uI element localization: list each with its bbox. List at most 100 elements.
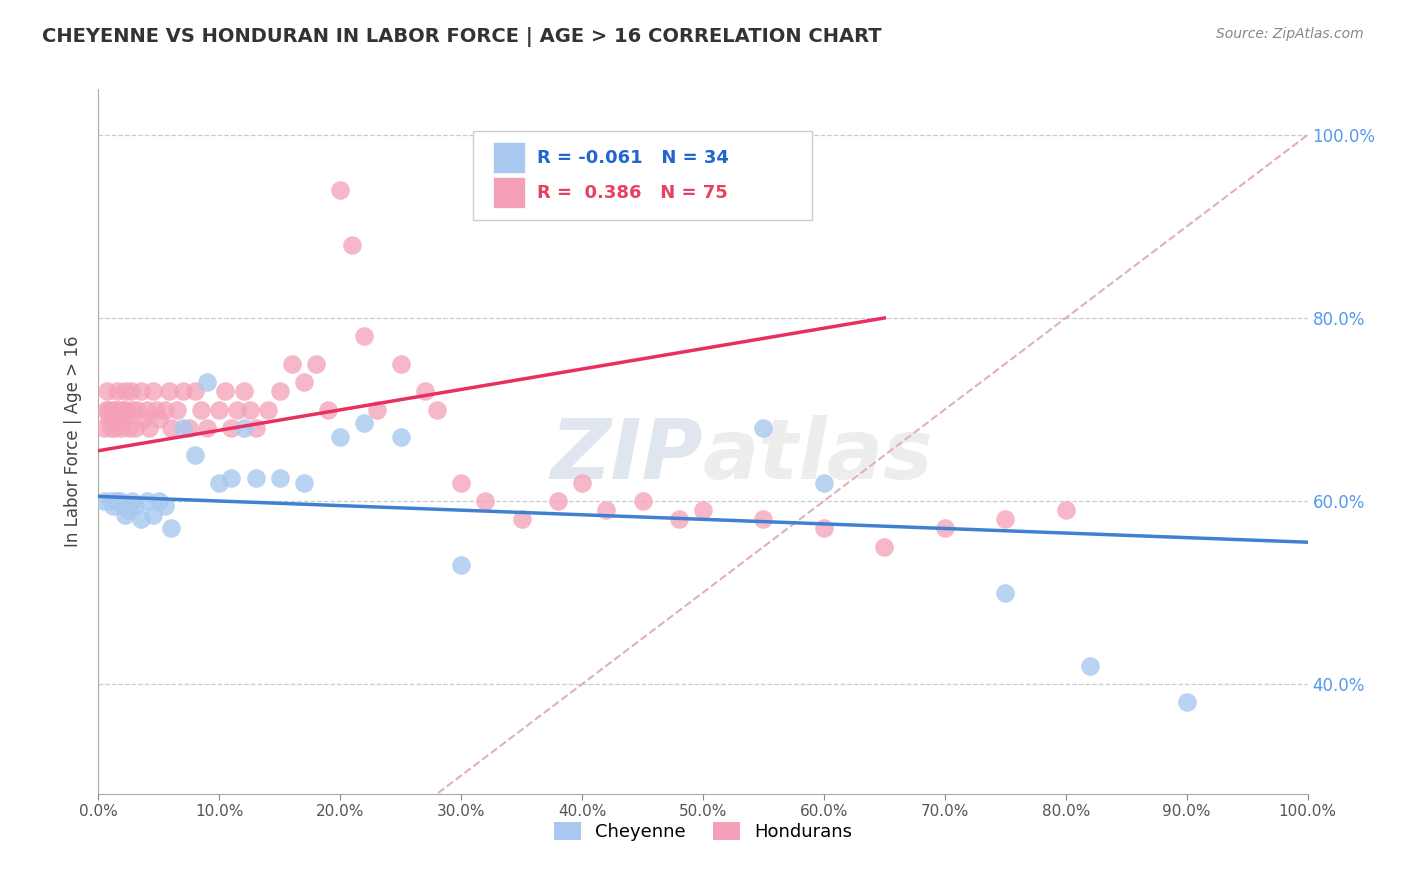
Point: [353, 416, 375, 430]
Point: [98, 411, 121, 425]
Point: [752, 512, 775, 526]
Point: [153, 499, 176, 513]
Point: [232, 421, 254, 435]
Point: [813, 521, 835, 535]
Point: [994, 585, 1017, 599]
Point: [668, 512, 690, 526]
Point: [166, 402, 188, 417]
Text: Source: ZipAtlas.com: Source: ZipAtlas.com: [1216, 27, 1364, 41]
Point: [104, 421, 127, 435]
Point: [100, 494, 122, 508]
Point: [269, 384, 291, 399]
Point: [148, 411, 170, 425]
Point: [135, 402, 157, 417]
Point: [256, 402, 278, 417]
Point: [752, 421, 775, 435]
Point: [145, 402, 167, 417]
Point: [281, 357, 304, 371]
Point: [232, 384, 254, 399]
Point: [413, 384, 436, 399]
Point: [94, 402, 117, 417]
Legend: Cheyenne, Hondurans: Cheyenne, Hondurans: [547, 814, 859, 848]
Point: [221, 421, 243, 435]
Point: [160, 421, 183, 435]
Point: [366, 402, 388, 417]
Point: [195, 375, 218, 389]
Point: [101, 499, 124, 513]
Point: [129, 384, 152, 399]
Point: [208, 402, 231, 417]
Point: [111, 499, 134, 513]
Point: [873, 540, 896, 554]
Point: [124, 499, 146, 513]
Point: [245, 421, 267, 435]
Point: [692, 503, 714, 517]
Point: [100, 421, 122, 435]
Point: [97, 402, 120, 417]
Point: [179, 421, 201, 435]
Point: [245, 471, 267, 485]
Point: [124, 421, 146, 435]
Point: [631, 494, 654, 508]
Point: [547, 494, 569, 508]
Point: [108, 494, 131, 508]
Point: [994, 512, 1017, 526]
Text: CHEYENNE VS HONDURAN IN LABOR FORCE | AGE > 16 CORRELATION CHART: CHEYENNE VS HONDURAN IN LABOR FORCE | AG…: [42, 27, 882, 46]
Point: [342, 237, 364, 252]
Point: [510, 512, 533, 526]
Point: [239, 402, 262, 417]
Point: [1175, 695, 1198, 709]
Point: [100, 402, 122, 417]
FancyBboxPatch shape: [492, 178, 526, 209]
Point: [214, 384, 236, 399]
Point: [305, 357, 328, 371]
Y-axis label: In Labor Force | Age > 16: In Labor Force | Age > 16: [65, 335, 83, 548]
Point: [110, 421, 132, 435]
Point: [195, 421, 218, 435]
Point: [103, 402, 125, 417]
Point: [426, 402, 449, 417]
Point: [1054, 503, 1077, 517]
Text: R = -0.061   N = 34: R = -0.061 N = 34: [537, 149, 730, 167]
Point: [142, 508, 165, 522]
Point: [208, 475, 231, 490]
Point: [138, 421, 160, 435]
Point: [112, 402, 135, 417]
Point: [292, 475, 315, 490]
Point: [595, 503, 617, 517]
Point: [813, 475, 835, 490]
Point: [107, 402, 129, 417]
Point: [115, 402, 138, 417]
Point: [129, 512, 152, 526]
Text: R =  0.386   N = 75: R = 0.386 N = 75: [537, 184, 728, 202]
Point: [118, 503, 141, 517]
Point: [184, 384, 207, 399]
Text: atlas: atlas: [703, 415, 934, 496]
Point: [934, 521, 956, 535]
Point: [114, 508, 136, 522]
Point: [160, 521, 183, 535]
Point: [329, 183, 352, 197]
Point: [118, 421, 141, 435]
Point: [184, 448, 207, 462]
Point: [108, 402, 131, 417]
Point: [353, 329, 375, 343]
Point: [114, 384, 136, 399]
Point: [142, 384, 165, 399]
Point: [105, 384, 128, 399]
FancyBboxPatch shape: [474, 131, 811, 219]
Point: [111, 411, 134, 425]
Point: [127, 402, 149, 417]
Point: [389, 357, 412, 371]
Point: [172, 421, 194, 435]
Point: [120, 384, 142, 399]
Point: [190, 402, 212, 417]
Point: [450, 475, 472, 490]
Point: [329, 430, 352, 444]
Point: [316, 402, 339, 417]
Text: ZIP: ZIP: [550, 415, 703, 496]
Point: [221, 471, 243, 485]
Point: [132, 411, 155, 425]
Point: [269, 471, 291, 485]
Point: [172, 384, 194, 399]
